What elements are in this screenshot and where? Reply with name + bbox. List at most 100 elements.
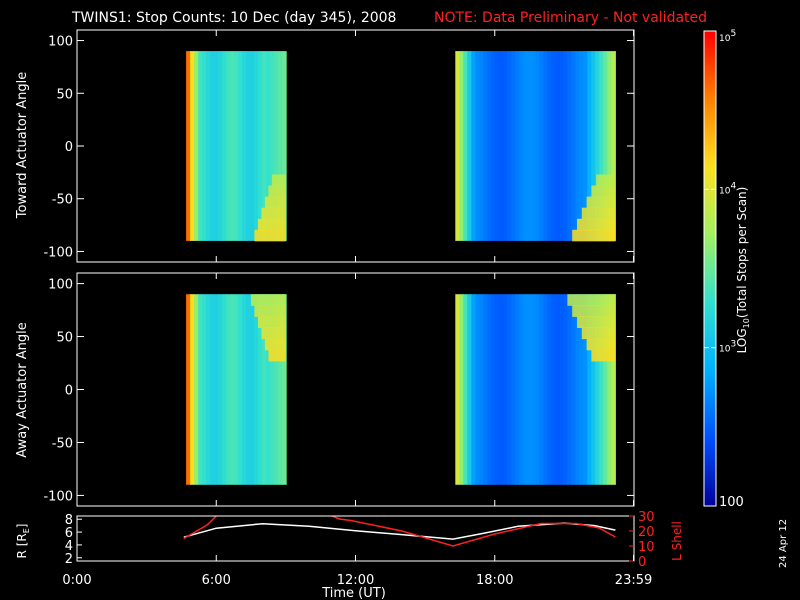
xtick-label: 0:00 (62, 573, 91, 588)
lshell-tick-label: 20 (638, 525, 655, 540)
heatmap-column (495, 294, 500, 485)
lshell-series-line (183, 515, 616, 547)
heatmap-column (527, 51, 532, 241)
heatmap-column (250, 294, 255, 485)
heatmap-cell (268, 349, 286, 362)
heatmap-column (463, 51, 468, 241)
heatmap-column (547, 294, 552, 485)
heatmap-column (587, 51, 592, 241)
heatmap-cell (572, 229, 616, 242)
heatmap-column (487, 294, 492, 485)
heatmap-column (547, 51, 552, 241)
heatmap-column (507, 294, 512, 485)
heatmap-column (575, 294, 580, 485)
heatmap-column (198, 51, 203, 241)
heatmap-column (242, 294, 247, 485)
heatmap-column (475, 51, 480, 241)
heatmap-column (210, 51, 215, 241)
colorbar-tick-label: 100 (719, 495, 744, 510)
ytick-label: 0 (65, 140, 73, 155)
heatmap-column (591, 51, 596, 241)
r-tick-label: 4 (65, 539, 73, 554)
heatmap-cell (586, 196, 616, 209)
lshell-tick-label: 30 (638, 510, 655, 525)
heatmap-column (515, 294, 520, 485)
heatmap-column (543, 294, 548, 485)
heatmap-column (455, 294, 460, 485)
heatmap-column (270, 51, 275, 241)
xtick-label: 12:00 (337, 573, 374, 588)
heatmap-column (218, 294, 223, 485)
ytick-label: -50 (52, 193, 73, 208)
heatmap-column (511, 51, 516, 241)
r-tick-label: 8 (65, 513, 73, 528)
heatmap-column (595, 51, 600, 241)
heatmap-column (254, 294, 259, 485)
heatmap-column (254, 51, 259, 241)
heatmap-column (583, 294, 588, 485)
heatmap-column (491, 51, 496, 241)
heatmap-column (519, 294, 524, 485)
away-ylabel: Away Actuator Angle (15, 322, 30, 457)
heatmap-column (575, 51, 580, 241)
heatmap-column (595, 294, 600, 485)
heatmap-column (459, 294, 464, 485)
heatmap-column (467, 294, 472, 485)
heatmap-column (471, 294, 476, 485)
heatmap-column (278, 51, 283, 241)
lshell-tick-label: 10 (638, 540, 655, 555)
heatmap-column (603, 51, 608, 241)
heatmap-column (539, 51, 544, 241)
heatmap-column (535, 51, 540, 241)
date-stamp: 24 Apr 12 (778, 519, 789, 568)
preliminary-note: NOTE: Data Preliminary - Not validated (434, 10, 707, 26)
away-panel: 100 50 0 -50 -100 (43, 272, 635, 507)
heatmap-column (186, 294, 191, 485)
heatmap-cell (586, 338, 616, 351)
heatmap-column (258, 294, 263, 485)
heatmap-cell (577, 218, 616, 231)
heatmap-column (463, 294, 468, 485)
heatmap-cell (271, 174, 286, 187)
colorbar-tick-label: 103 (719, 340, 736, 355)
heatmap-column (238, 51, 243, 241)
heatmap-column (455, 51, 460, 241)
toward-panel: 100 50 0 -50 -100 (43, 29, 635, 263)
heatmap-column (266, 294, 271, 485)
heatmap-column (471, 51, 476, 241)
heatmap-cell (261, 327, 286, 340)
heatmap-cell (264, 338, 286, 351)
heatmap-column (483, 51, 488, 241)
heatmap-column (479, 294, 484, 485)
heatmap-column (515, 51, 520, 241)
ytick-label: -100 (43, 489, 73, 504)
heatmap-column (274, 51, 279, 241)
ytick-label: 50 (56, 331, 73, 346)
heatmap-column (487, 51, 492, 241)
heatmap-column (262, 51, 267, 241)
heatmap-column (278, 294, 283, 485)
xtick-label: 18:00 (476, 573, 513, 588)
heatmap-cell (577, 316, 616, 328)
heatmap-column (551, 51, 556, 241)
heatmap-column (503, 294, 508, 485)
r-ylabel: R [RE] (15, 524, 31, 559)
heatmap-column (222, 51, 227, 241)
heatmap-column (611, 294, 616, 485)
heatmap-cell (254, 229, 286, 242)
heatmap-column (475, 294, 480, 485)
heatmap-column (563, 51, 568, 241)
heatmap-cell (572, 305, 616, 317)
heatmap-column (611, 51, 616, 241)
heatmap-column (242, 51, 247, 241)
r-tick-label: 2 (65, 552, 73, 567)
colorbar-label: LOG10(Total Stops per Scan) (735, 187, 751, 354)
heatmap-column (194, 51, 199, 241)
heatmap-column (599, 51, 604, 241)
heatmap-column (527, 294, 532, 485)
heatmap-column (591, 294, 596, 485)
heatmap-cell (591, 349, 616, 362)
ytick-label: 100 (48, 278, 73, 293)
heatmap-column (571, 51, 576, 241)
